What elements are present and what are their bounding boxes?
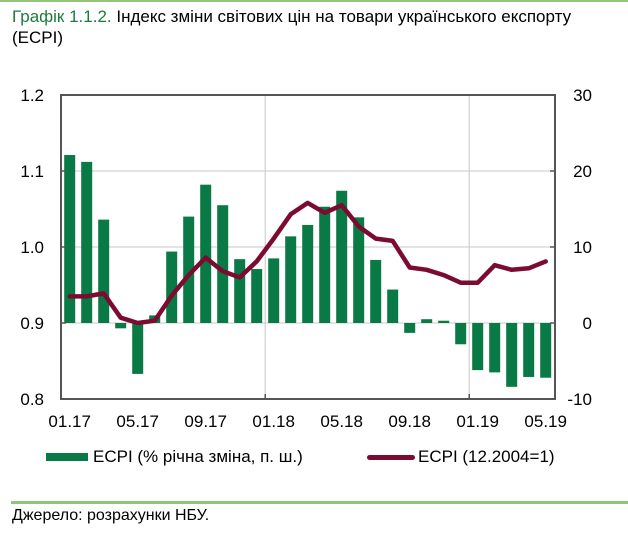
source-note: Джерело: розрахунки НБУ. <box>12 507 210 524</box>
bar <box>115 323 127 329</box>
x-tick-label: 05.17 <box>116 412 159 431</box>
bar <box>268 258 280 323</box>
x-tick-label: 09.18 <box>388 412 431 431</box>
top-accent-rule <box>0 0 628 2</box>
bar <box>200 184 212 323</box>
right-y-tick-label: 30 <box>573 86 592 105</box>
x-tick-label: 05.19 <box>524 412 567 431</box>
bar <box>336 190 348 323</box>
bottom-accent-rule <box>11 501 628 504</box>
legend: ECPI (% річна зміна, п. ш.) ECPI (12.200… <box>0 447 628 471</box>
x-axis: 01.17 05.17 09.17 01.18 05.18 09.18 01.19 05.19 <box>48 394 567 431</box>
left-y-tick-label: 1.1 <box>20 162 44 181</box>
right-y-tick-label: 20 <box>573 162 592 181</box>
bar-swatch-icon <box>46 453 88 461</box>
bar <box>183 216 195 323</box>
left-y-axis: 0.8 0.9 1.0 1.1 1.2 <box>20 86 66 409</box>
legend-item-bars: ECPI (% річна зміна, п. ш.) <box>46 447 303 467</box>
bar <box>404 323 416 333</box>
chart-title-text: Індекс зміни світових цін на товари укра… <box>12 7 572 47</box>
bar <box>302 224 314 323</box>
bar <box>455 323 467 345</box>
x-tick-label: 01.18 <box>252 412 295 431</box>
bar <box>387 289 399 323</box>
left-y-tick-label: 1.2 <box>20 86 44 105</box>
line-swatch-icon <box>367 454 415 460</box>
bar <box>438 320 450 323</box>
left-y-tick-label: 1.0 <box>20 238 44 257</box>
bar <box>217 205 229 323</box>
bar-series <box>64 155 552 387</box>
x-tick-label: 05.18 <box>320 412 363 431</box>
right-y-axis: -10 0 10 20 30 <box>550 86 592 409</box>
bar <box>98 219 110 323</box>
chart-title-number: Графік 1.1.2. <box>12 7 112 26</box>
bar <box>285 236 297 323</box>
bar <box>166 251 178 323</box>
ecpi-line <box>67 200 548 326</box>
legend-bar-label: ECPI (% річна зміна, п. ш.) <box>93 447 303 466</box>
bar <box>370 259 382 323</box>
bar <box>472 323 484 371</box>
bar <box>523 323 535 377</box>
bar <box>132 323 144 374</box>
bar <box>540 323 552 378</box>
chart-canvas: 0.8 0.9 1.0 1.1 1.2 -10 0 10 20 30 01.17 05.17 09.… <box>20 86 592 431</box>
legend-line-label: ECPI (12.2004=1) <box>418 447 555 466</box>
left-y-tick-label: 0.9 <box>20 314 44 333</box>
bar <box>506 323 518 387</box>
bar <box>64 155 76 323</box>
bar <box>489 323 501 373</box>
left-y-tick-label: 0.8 <box>20 390 44 409</box>
bar <box>81 161 93 323</box>
bar <box>421 319 433 323</box>
bar <box>234 259 246 323</box>
bar <box>251 269 263 323</box>
bar <box>319 206 331 323</box>
x-tick-label: 09.17 <box>184 412 227 431</box>
bar <box>353 217 365 323</box>
right-y-tick-label: 10 <box>573 238 592 257</box>
line-series <box>67 200 548 326</box>
right-y-tick-label: -10 <box>567 390 592 409</box>
x-tick-label: 01.17 <box>48 412 91 431</box>
x-tick-label: 01.19 <box>456 412 499 431</box>
right-y-tick-label: 0 <box>583 314 592 333</box>
chart-title: Графік 1.1.2. Індекс зміни світових цін … <box>12 6 612 48</box>
legend-item-line: ECPI (12.2004=1) <box>367 447 555 467</box>
